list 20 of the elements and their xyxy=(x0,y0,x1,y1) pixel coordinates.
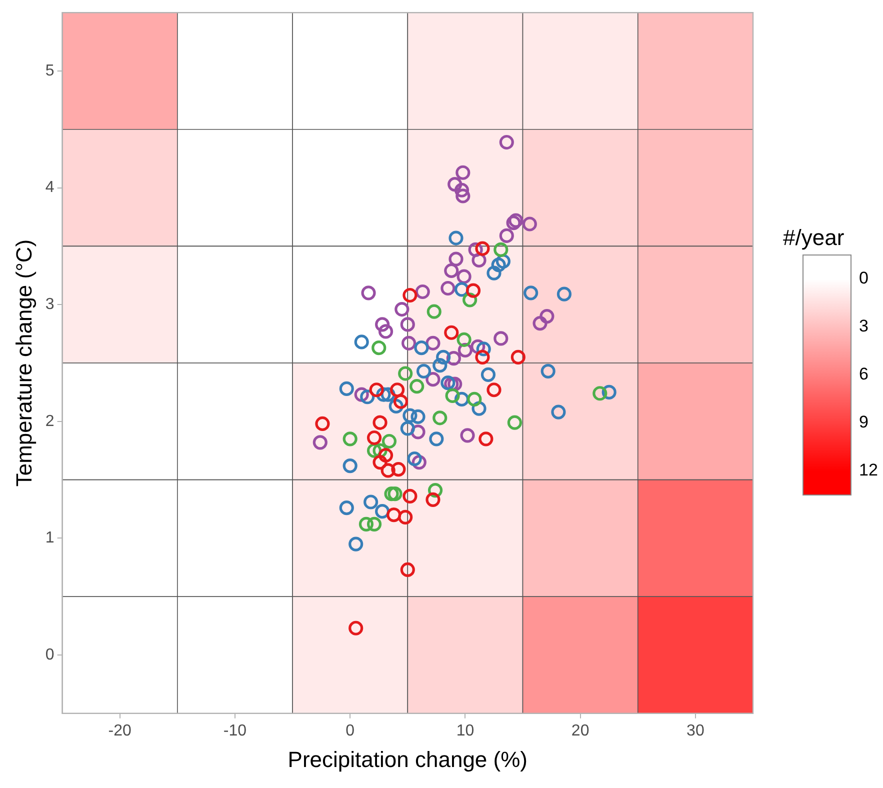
x-tick-label: -10 xyxy=(223,722,247,740)
x-tick-label: 20 xyxy=(571,722,590,740)
color-bar-label: 6 xyxy=(859,364,868,384)
y-tick-label: 3 xyxy=(45,296,54,314)
y-tick-label: 1 xyxy=(45,530,54,547)
color-bar-label: 0 xyxy=(859,268,868,288)
x-tick-label: -20 xyxy=(108,722,132,740)
y-tick-label: 0 xyxy=(45,646,54,664)
color-bar-label: 3 xyxy=(859,316,868,336)
y-tick-label: 4 xyxy=(45,179,54,196)
x-axis-title: Precipitation change (%) xyxy=(288,746,528,772)
color-bar-title: #/year xyxy=(783,225,844,250)
x-tick-label: 30 xyxy=(686,722,704,740)
color-bar-label: 12 xyxy=(859,460,878,480)
y-axis-title: Temperature change (°C) xyxy=(11,239,36,487)
color-bar-label: 9 xyxy=(859,412,868,432)
y-tick-label: 2 xyxy=(45,412,54,430)
x-tick-label: 0 xyxy=(346,722,355,740)
y-tick-label: 5 xyxy=(45,62,54,80)
x-tick-label: 10 xyxy=(456,722,474,740)
